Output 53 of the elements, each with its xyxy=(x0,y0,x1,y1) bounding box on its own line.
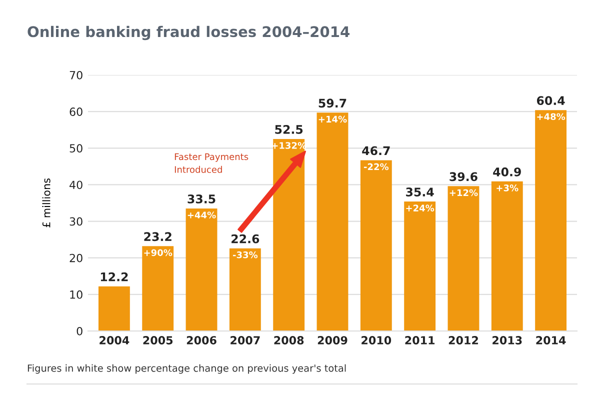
y-tick-label: 60 xyxy=(70,108,82,116)
y-tick-label: 40 xyxy=(70,180,82,190)
y-tick-label: 50 xyxy=(70,144,82,153)
bar xyxy=(535,110,567,331)
text: Figures in white show percentage change on previous year's total xyxy=(28,364,346,374)
x-tick-label: 2011 xyxy=(405,336,435,344)
annotation: +14% xyxy=(318,116,347,123)
x-tick-label: 2012 xyxy=(448,336,478,344)
data-label: 22.6 xyxy=(232,234,260,244)
y-tick-label: 10 xyxy=(70,290,82,299)
x-tick-label: 2004 xyxy=(100,336,130,344)
annotation: +90% xyxy=(144,249,172,256)
data-label: 59.7 xyxy=(318,98,346,108)
annotation: Faster Payments Introduced xyxy=(174,153,248,173)
annotation: -22% xyxy=(364,163,389,170)
annotation: +44% xyxy=(188,212,216,218)
annotation: +12% xyxy=(450,189,478,196)
x-tick-label: 2006 xyxy=(186,336,216,344)
bar xyxy=(229,248,261,331)
data-label: 52.5 xyxy=(275,125,303,134)
y-tick-label: 70 xyxy=(70,70,82,80)
data-label: 23.2 xyxy=(144,232,172,242)
data-label: 40.9 xyxy=(493,167,521,176)
bar xyxy=(360,160,392,331)
data-label: 12.2 xyxy=(100,272,128,282)
bar xyxy=(491,181,523,331)
bar xyxy=(404,202,436,331)
x-tick-label: 2010 xyxy=(362,336,392,344)
data-label: 60.4 xyxy=(536,96,565,106)
x-tick-label: 2009 xyxy=(318,336,348,344)
data-label: 39.6 xyxy=(450,172,478,182)
x-tick-label: 2008 xyxy=(274,336,304,344)
y-tick-label: 20 xyxy=(70,254,82,262)
chart-title: Online banking fraud losses 2004–2014 xyxy=(28,26,350,40)
x-tick-label: 2013 xyxy=(492,336,522,344)
y-axis-title: £ millions xyxy=(42,178,50,228)
x-tick-label: 2014 xyxy=(536,336,566,344)
x-tick-label: 2007 xyxy=(230,336,260,344)
data-label: 33.5 xyxy=(188,194,216,204)
annotation: -33% xyxy=(232,251,258,258)
annotation: +48% xyxy=(537,113,566,120)
data-label: 35.4 xyxy=(406,188,434,196)
annotation: +3% xyxy=(496,184,518,192)
bar xyxy=(186,208,218,331)
annotation: +24% xyxy=(406,204,434,212)
bar xyxy=(316,112,348,331)
x-tick-label: 2005 xyxy=(143,336,173,344)
bar xyxy=(448,186,480,331)
bar xyxy=(98,286,130,331)
y-tick-label: 30 xyxy=(70,217,82,226)
y-tick-label: 0 xyxy=(76,326,82,336)
data-label: 46.7 xyxy=(362,146,390,156)
bar xyxy=(142,246,174,331)
